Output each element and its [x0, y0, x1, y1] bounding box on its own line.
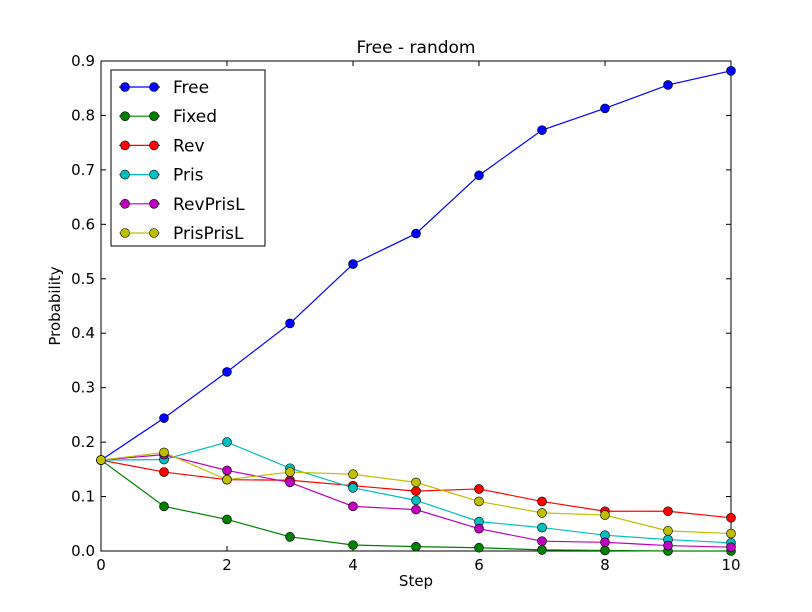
- data-point-rev: [411, 486, 421, 496]
- legend-label-rev: Rev: [173, 136, 205, 156]
- data-point-fixed: [285, 532, 295, 542]
- y-tick-label: 0.2: [71, 433, 95, 451]
- data-point-pris: [348, 483, 358, 493]
- legend: Free Fixed Rev Pris RevPrisL PrisPrisL: [110, 69, 266, 247]
- data-point-free: [348, 259, 358, 269]
- legend-label-fixed: Fixed: [173, 107, 217, 127]
- x-tick-label: 8: [600, 556, 610, 574]
- data-point-prisprisl: [285, 467, 295, 477]
- y-tick-label: 0.1: [71, 488, 95, 506]
- chart-title: Free - random: [357, 38, 476, 58]
- data-point-free: [726, 66, 736, 76]
- data-point-revprisl: [600, 537, 610, 548]
- legend-marker-free: [120, 82, 130, 92]
- legend-marker-rev: [120, 140, 130, 151]
- data-point-prisprisl: [411, 477, 421, 488]
- data-point-free: [537, 125, 547, 135]
- data-point-free: [474, 170, 484, 181]
- data-point-fixed: [537, 545, 547, 555]
- data-point-prisprisl: [663, 526, 673, 536]
- x-axis-label: Step: [399, 572, 433, 590]
- y-tick-label: 0.9: [71, 52, 95, 70]
- legend-label-prisprisl: PrisPrisL: [173, 224, 244, 244]
- legend-label-free: Free: [173, 78, 209, 98]
- data-point-revprisl: [537, 536, 547, 547]
- data-point-revprisl: [285, 477, 295, 488]
- y-tick-label: 0.0: [71, 542, 95, 560]
- data-point-rev: [159, 467, 169, 477]
- series-layer: [96, 66, 736, 556]
- data-point-free: [411, 228, 421, 239]
- data-point-prisprisl: [600, 510, 610, 520]
- data-point-prisprisl: [348, 469, 358, 480]
- data-point-fixed: [159, 501, 169, 512]
- data-point-rev: [726, 512, 736, 523]
- data-point-revprisl: [474, 523, 484, 534]
- y-tick-label: 0.4: [71, 324, 95, 342]
- data-point-prisprisl: [537, 508, 547, 518]
- y-tick-label: 0.3: [71, 379, 95, 397]
- data-point-rev: [474, 484, 484, 494]
- legend-marker-prisprisl: [120, 228, 130, 238]
- data-point-free: [222, 367, 232, 377]
- x-tick-label: 10: [721, 556, 740, 574]
- y-tick-label: 0.8: [71, 106, 95, 124]
- legend-label-revprisl: RevPrisL: [173, 195, 245, 215]
- data-point-revprisl: [663, 540, 673, 551]
- legend-marker-pris: [149, 169, 159, 180]
- legend-marker-revprisl: [120, 199, 130, 209]
- legend-marker-prisprisl: [149, 228, 159, 238]
- y-tick-label: 0.7: [71, 161, 95, 179]
- y-tick-label: 0.5: [71, 270, 95, 288]
- y-axis-label: Probability: [46, 266, 64, 345]
- data-point-revprisl: [411, 504, 421, 515]
- axis-ticks: 0 2 4 6 8 10 0.0 0.1 0.2 0.3 0.4 0.5 0.6 0.7 0.8 0.9: [71, 52, 740, 574]
- legend-marker-rev: [149, 140, 159, 151]
- x-tick-label: 2: [222, 556, 232, 574]
- data-point-fixed: [411, 541, 421, 552]
- data-point-prisprisl: [159, 447, 169, 458]
- legend-marker-fixed: [120, 111, 130, 121]
- legend-marker-revprisl: [149, 199, 159, 209]
- data-point-revprisl: [348, 501, 358, 512]
- data-point-fixed: [600, 545, 610, 556]
- data-point-fixed: [348, 540, 358, 550]
- x-tick-label: 6: [474, 556, 484, 574]
- data-point-free: [285, 318, 295, 329]
- data-point-fixed: [474, 542, 484, 553]
- data-point-prisprisl: [222, 474, 232, 485]
- x-tick-label: 4: [348, 556, 358, 574]
- data-point-free: [159, 413, 169, 423]
- data-point-fixed: [222, 514, 232, 525]
- data-point-rev: [663, 506, 673, 517]
- data-point-revprisl: [726, 542, 736, 552]
- legend-box: [110, 69, 266, 247]
- y-tick-label: 0.6: [71, 215, 95, 233]
- legend-marker-fixed: [149, 111, 159, 121]
- data-point-pris: [537, 522, 547, 533]
- data-point-revprisl: [222, 465, 232, 476]
- x-tick-label: 0: [96, 556, 106, 574]
- legend-marker-pris: [120, 169, 130, 180]
- data-point-free: [663, 80, 673, 90]
- data-point-rev: [537, 496, 547, 507]
- data-point-pris: [222, 437, 232, 447]
- legend-label-pris: Pris: [173, 166, 204, 186]
- data-point-pris: [411, 495, 421, 506]
- data-point-prisprisl: [96, 455, 106, 465]
- data-point-free: [600, 103, 610, 114]
- data-point-prisprisl: [474, 496, 484, 507]
- legend-marker-free: [149, 82, 159, 92]
- data-point-prisprisl: [726, 528, 736, 539]
